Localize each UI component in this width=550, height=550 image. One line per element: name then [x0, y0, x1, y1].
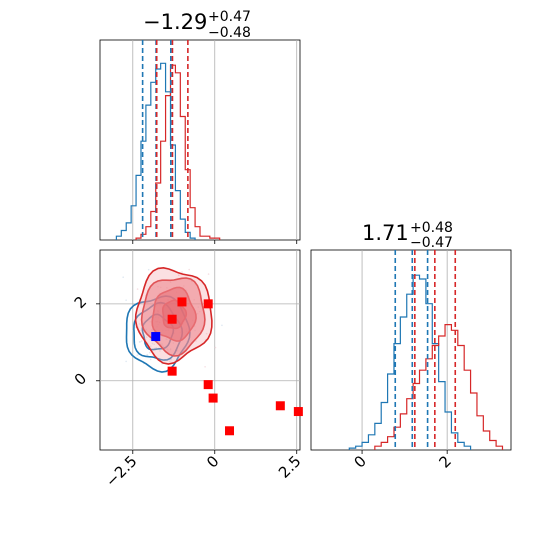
histogram-panel-param-1: −1.29 +0.47 −0.48: [99, 9, 301, 244]
scatter-sample-dot: [221, 324, 223, 327]
histogram-2-series: [348, 274, 504, 450]
scatter-sample-dot: [145, 336, 148, 338]
scatter-sample-dot: [195, 340, 197, 342]
histogram-2-series-0-step: [348, 274, 472, 450]
scatter-sample-dot: [159, 350, 161, 352]
scatter-sample-dot: [155, 347, 158, 349]
scatter-sample-dot: [140, 340, 143, 342]
histogram-1-grid: [132, 40, 298, 240]
scatter-sample-dot: [168, 360, 171, 363]
scatter-point: [167, 366, 177, 376]
scatter-sample-dot: [148, 351, 151, 354]
histogram-2-title-minus: −0.47: [410, 235, 453, 251]
scatter-sample-dot: [181, 271, 183, 273]
histogram-2-frame: [310, 249, 512, 451]
scatter-sample-dot: [125, 299, 127, 301]
histogram-2-title-value: 1.71: [362, 221, 409, 245]
scatter-sample-dot: [177, 274, 180, 276]
scatter-sample-dot: [204, 365, 206, 368]
scatter-sample-dot: [153, 343, 156, 346]
scatter-point: [151, 332, 161, 342]
scatter-sample-dot: [170, 358, 173, 361]
scatter-sample-dot: [136, 288, 139, 290]
histogram-1-title-value: −1.29: [143, 10, 207, 34]
scatter-sample-dot: [151, 342, 154, 345]
histogram-1-series-1-step: [135, 64, 221, 240]
scatter-x-tick-label: 2.5: [275, 452, 305, 482]
scatter-point: [167, 314, 177, 324]
scatter-point: [225, 426, 235, 436]
histogram-2-quantiles: [394, 250, 457, 450]
scatter-contour-panel: −2.5 0 2.5 0 2: [71, 249, 305, 491]
scatter-sample-dot: [214, 346, 217, 349]
scatter-sample-dot: [139, 341, 141, 343]
scatter-grid: [100, 250, 300, 450]
histogram-1-quantiles: [141, 40, 189, 240]
scatter-sample-dot: [149, 338, 152, 341]
histogram-1-title-plus: +0.47: [208, 9, 251, 25]
histogram-2-title-plus: +0.48: [410, 220, 453, 236]
scatter-sample-dot: [149, 345, 152, 347]
scatter-sample-dot: [207, 273, 210, 275]
scatter-point: [177, 297, 187, 307]
scatter-point: [203, 380, 213, 390]
scatter-sample-dot: [136, 354, 139, 356]
scatter-sample-dot: [125, 360, 127, 363]
scatter-x-tick-label: 0: [203, 452, 222, 471]
histogram-2-x-tick-label: 2: [436, 452, 455, 471]
scatter-x-tick-label: −2.5: [102, 452, 140, 490]
histogram-1-tick-marks: [132, 240, 298, 244]
scatter-sample-dot: [138, 323, 141, 325]
scatter-sample-dot: [122, 276, 124, 279]
scatter-point: [203, 299, 213, 309]
histogram-1-frame: [99, 39, 301, 241]
scatter-y-tick-label: 0: [71, 369, 90, 388]
scatter-y-tick-label: 2: [71, 293, 90, 312]
scatter-sample-dot: [147, 268, 150, 271]
scatter-sample-dot: [146, 353, 149, 356]
histogram-2-x-tick-label: 0: [350, 452, 369, 471]
scatter-points: [151, 297, 303, 436]
histogram-2-grid: [361, 250, 448, 450]
scatter-point: [275, 401, 285, 411]
histogram-2-series-1-step: [374, 324, 504, 450]
scatter-sample-dot: [149, 358, 152, 361]
scatter-sample-dot: [205, 332, 208, 335]
scatter-frame: [99, 249, 301, 451]
scatter-point: [208, 393, 218, 403]
scatter-point: [293, 407, 303, 417]
scatter-sample-dot: [188, 268, 190, 271]
histogram-1-title-minus: −0.48: [208, 25, 251, 41]
